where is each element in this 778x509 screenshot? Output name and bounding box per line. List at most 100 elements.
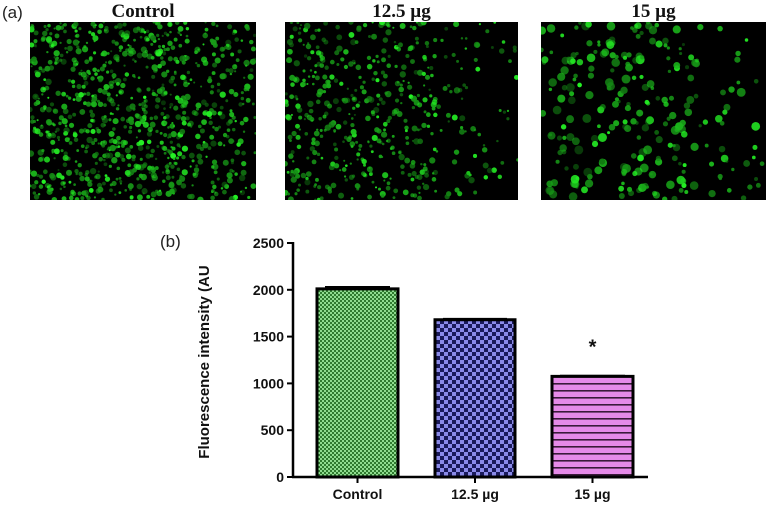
fluorescent-cell [185,55,190,61]
fluorescent-cell [176,179,182,186]
fluorescent-cell [387,54,391,58]
fluorescent-cell [209,90,214,95]
fluorescent-cell [354,88,358,92]
fluorescent-cell [172,192,175,195]
fluorescent-cell [32,119,36,124]
fluorescent-cell [71,84,76,89]
fluorescent-cell [77,163,82,168]
fluorescent-cell [407,172,412,177]
fluorescent-cell [243,87,248,92]
fluorescent-cell [50,139,56,145]
fluorescent-cell [155,97,161,103]
fluorescent-cell [167,56,173,62]
fluorescent-cell [55,127,60,132]
fluorescent-cell [104,25,109,31]
fluorescent-cell [124,72,130,77]
fluorescent-cell [286,48,293,55]
fluorescent-cell [671,195,678,200]
fluorescent-cell [572,77,577,82]
fluorescent-cell [161,71,168,78]
fluorescent-cell [96,128,102,134]
fluorescent-cell [415,22,419,24]
fluorescent-cell [187,82,190,85]
fluorescent-cell [372,59,376,63]
fluorescent-cell [41,179,46,184]
fluorescent-cell [183,81,189,88]
fluorescent-cell [91,99,94,102]
fluorescent-cell [143,95,147,99]
fluorescent-cell [52,123,56,127]
fluorescent-cell [317,185,322,190]
fluorescent-cell [56,135,61,140]
fluorescent-cell [41,93,44,96]
fluorescent-cell [30,170,38,177]
fluorescent-cell [302,69,306,73]
fluorescent-cell [86,136,93,144]
fluorescent-cell [119,179,123,184]
fluorescent-cell [685,65,690,70]
bar [433,318,517,479]
fluorescent-cell [630,153,637,159]
fluorescent-cell [80,196,85,200]
fluorescent-cell [169,123,175,129]
fluorescent-cell [636,109,644,117]
fluorescent-cell [163,121,168,125]
fluorescent-cell [103,84,110,90]
fluorescent-cell [744,38,749,42]
fluorescent-cell [289,22,293,25]
fluorescent-cell [115,58,120,63]
fluorescent-cell [114,41,119,46]
fluorescent-cell [41,148,45,153]
fluorescent-cell [597,40,601,44]
fluorescent-cell [434,189,438,193]
fluorescent-cell [576,58,584,66]
fluorescent-cell [194,50,198,55]
fluorescent-cell [80,71,87,78]
fluorescent-cell [319,63,325,68]
fluorescent-cell [219,105,224,110]
fluorescent-cell [233,91,239,97]
fluorescent-cell [547,188,551,193]
fluorescent-cell [725,159,729,163]
fluorescent-cell [585,22,592,28]
fluorescent-cell [304,179,311,186]
fluorescent-cell [50,174,57,181]
fluorescent-cell [398,42,403,48]
fluorescent-cell [295,103,301,109]
fluorescent-cell [566,83,575,92]
fluorescent-cell [575,185,579,189]
fluorescent-cell [290,169,294,174]
fluorescent-cell [641,182,649,190]
fluorescent-cell [169,102,174,107]
fluorescent-cell [286,192,290,196]
fluorescent-cell [311,140,316,146]
fluorescent-cell [95,173,101,180]
fluorescent-cell [75,33,80,38]
fluorescent-cell [717,25,723,32]
fluorescent-cell [175,114,182,120]
fluorescent-cell [344,178,348,182]
fluorescent-cell [555,159,560,164]
fluorescent-cell [150,42,154,46]
fluorescent-cell [98,157,103,162]
fluorescent-cell [666,180,675,190]
fluorescent-cell [370,110,375,115]
fluorescent-cell [155,50,162,57]
fluorescent-cell [144,104,148,109]
fluorescent-cell [417,102,423,108]
fluorescent-cell [351,117,354,120]
fluorescent-cell [138,103,142,107]
y-tick-label: 2000 [253,282,284,298]
fluorescent-cell [599,158,606,165]
fluorescent-cell [715,115,723,123]
fluorescent-cell [45,78,52,86]
fluorescent-cell [350,93,354,98]
fluorescent-cell [348,174,355,180]
fluorescent-cell [319,196,324,200]
fluorescent-cell [460,125,464,130]
fluorescent-cell [375,54,379,58]
fluorescent-cell [79,109,86,115]
fluorescent-cell [114,25,118,29]
fluorescent-cell [70,66,76,72]
fluorescent-cell [149,116,154,121]
